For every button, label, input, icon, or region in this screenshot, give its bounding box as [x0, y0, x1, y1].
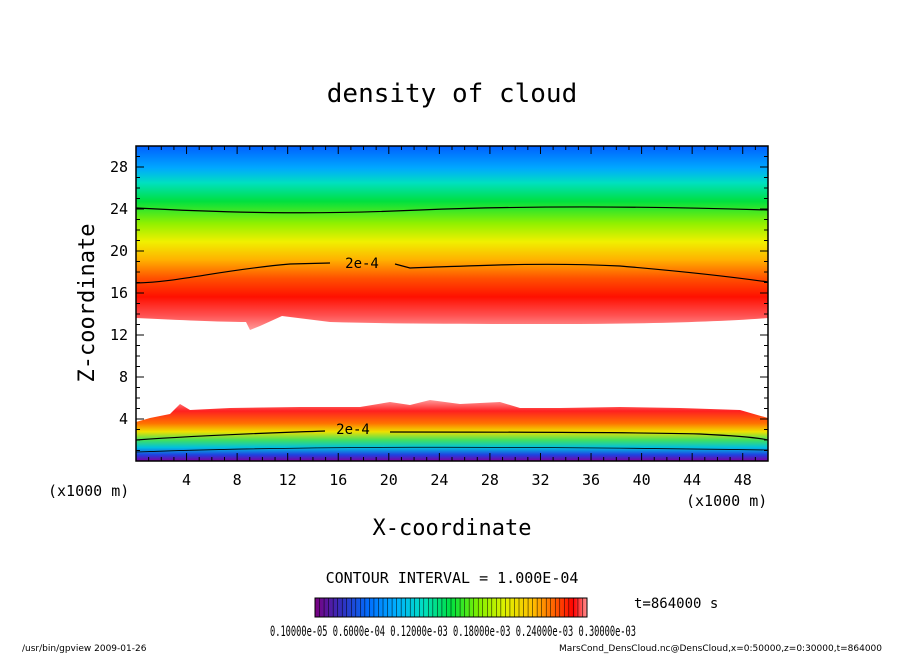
- y-axis-unit: (x1000 m): [48, 482, 129, 500]
- footer-left: /usr/bin/gpview 2009-01-26: [22, 644, 147, 654]
- x-tick-label: 12: [279, 471, 297, 489]
- x-tick-label: 48: [734, 471, 752, 489]
- x-axis-ticks: 4 8 12 16 20 24 28 32 36 40 44 48: [148, 146, 756, 489]
- y-axis-ticks: 4 8 12 16 20 24 28: [110, 156, 768, 451]
- x-tick-label: 28: [481, 471, 499, 489]
- x-tick-label: 32: [531, 471, 549, 489]
- x-axis-unit: (x1000 m): [686, 492, 767, 510]
- x-tick-label: 44: [683, 471, 701, 489]
- y-tick-label: 4: [119, 410, 128, 428]
- time-label: t=864000 s: [634, 596, 718, 612]
- x-tick-label: 40: [633, 471, 651, 489]
- x-tick-label: 24: [430, 471, 448, 489]
- x-tick-label: 8: [233, 471, 242, 489]
- y-tick-label: 16: [110, 284, 128, 302]
- lower-cloud-layer: [136, 400, 768, 461]
- y-tick-label: 12: [110, 326, 128, 344]
- x-tick-label: 4: [182, 471, 191, 489]
- contour-label-upper: 2e-4: [345, 256, 379, 272]
- density-field: 2e-4 2e-4: [136, 146, 768, 461]
- x-axis-label: X-coordinate: [373, 516, 532, 541]
- upper-cloud-layer: [136, 146, 768, 330]
- contour-interval-text: CONTOUR INTERVAL = 1.000E-04: [326, 569, 579, 587]
- y-tick-label: 20: [110, 242, 128, 260]
- y-tick-label: 28: [110, 158, 128, 176]
- colorbar-divisions: [319, 598, 583, 617]
- y-tick-label: 8: [119, 368, 128, 386]
- x-tick-label: 36: [582, 471, 600, 489]
- y-axis-label: Z-coordinate: [75, 224, 100, 383]
- contour-label-lower: 2e-4: [336, 422, 370, 438]
- colorbar-tick-labels: 0.10000e-05 0.6000e-04 0.12000e-03 0.180…: [270, 624, 636, 640]
- chart-title: density of cloud: [327, 79, 577, 109]
- x-tick-label: 20: [380, 471, 398, 489]
- footer-right: MarsCond_DensCloud.nc@DensCloud,x=0:5000…: [559, 644, 882, 654]
- y-tick-label: 24: [110, 200, 128, 218]
- x-tick-label: 16: [329, 471, 347, 489]
